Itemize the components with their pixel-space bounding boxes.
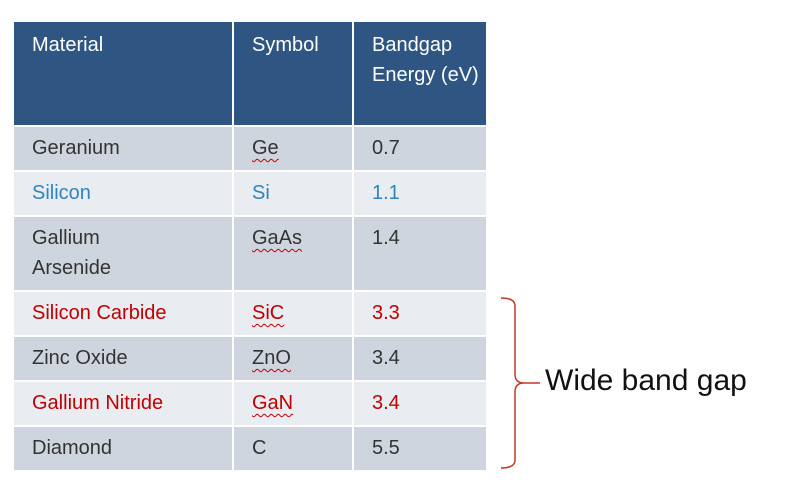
cell: GaAs [232, 215, 354, 292]
cell: 3.4 [352, 335, 488, 382]
row: Zinc Oxide ZnO 3.4 [12, 335, 488, 382]
cell: C [232, 425, 354, 472]
cell: SiC [232, 290, 354, 337]
header-text: Symbol [252, 34, 319, 56]
cell: Ge [232, 125, 354, 172]
cell-text: SiC [252, 302, 285, 324]
cell: 1.4 [352, 215, 488, 292]
cell: GaN [232, 380, 354, 427]
cell-text: Gallium Arsenide [32, 227, 111, 279]
cell-text: Ge [252, 137, 279, 159]
cell: ZnO [232, 335, 354, 382]
row: Gallium Arsenide GaAs 1.4 [12, 215, 488, 292]
row: Diamond C 5.5 [12, 425, 488, 472]
row: Silicon Carbide SiC 3.3 [12, 290, 488, 337]
header-cell: Symbol [232, 20, 354, 127]
cell: Zinc Oxide [12, 335, 234, 382]
cell: Gallium Nitride [12, 380, 234, 427]
annotation: Wide band gap [545, 364, 747, 397]
cell-text: ZnO [252, 347, 291, 369]
cell-text: GaAs [252, 227, 303, 249]
cell: Si [232, 170, 354, 217]
cell: Geranium [12, 125, 234, 172]
cell: Diamond [12, 425, 234, 472]
header-row: Material Symbol Bandgap Energy (eV) [12, 20, 488, 127]
bracket [500, 297, 540, 469]
row: Gallium Nitride GaN 3.4 [12, 380, 488, 427]
header-cell: Material [12, 20, 234, 127]
bandgap-table: Material Symbol Bandgap Energy (eV) Gera… [12, 20, 488, 472]
row: Silicon Si 1.1 [12, 170, 488, 217]
cell: Silicon [12, 170, 234, 217]
cell: 1.1 [352, 170, 488, 217]
row: Geranium Ge 0.7 [12, 125, 488, 172]
cell: 3.4 [352, 380, 488, 427]
header-text: Bandgap Energy (eV) [372, 34, 479, 86]
cell: 5.5 [352, 425, 488, 472]
cell: 0.7 [352, 125, 488, 172]
cell: 3.3 [352, 290, 488, 337]
header-text: Material [32, 34, 104, 56]
cell-text: GaN [252, 392, 294, 414]
header-cell: Bandgap Energy (eV) [352, 20, 488, 127]
cell: Silicon Carbide [12, 290, 234, 337]
cell: Gallium Arsenide [12, 215, 234, 292]
